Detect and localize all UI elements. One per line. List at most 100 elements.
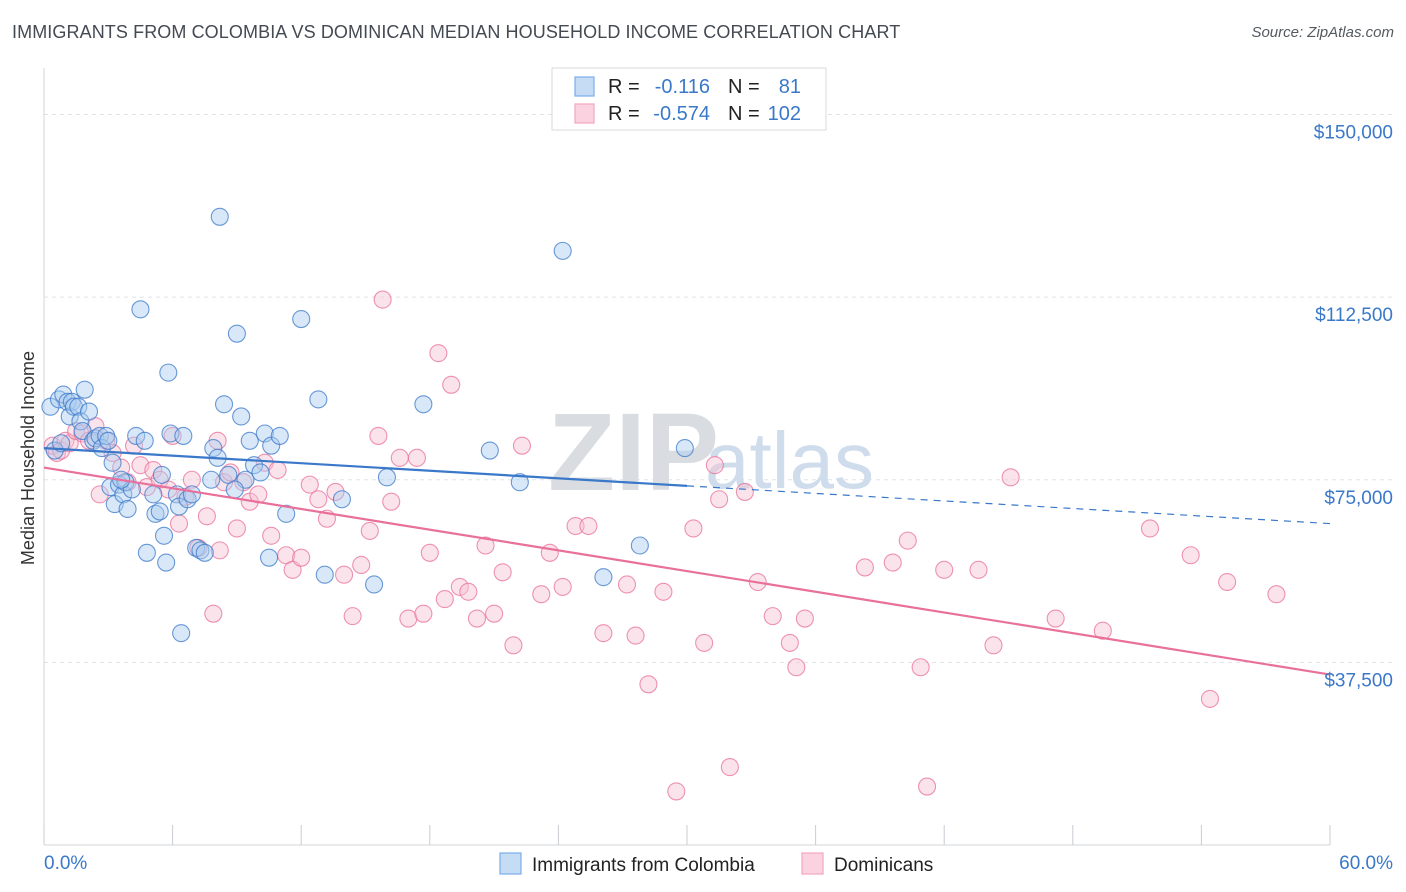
- legend-r-label-1: R =: [608, 76, 640, 98]
- point-colombia: [157, 553, 176, 572]
- point-dominican: [667, 782, 686, 801]
- legend-n-value-2: 102: [768, 103, 801, 125]
- point-colombia: [159, 363, 178, 382]
- point-colombia: [675, 439, 694, 458]
- bottom-legend-swatch-colombia: [499, 852, 522, 875]
- point-dominican: [360, 521, 379, 540]
- point-colombia: [270, 426, 289, 445]
- point-dominican: [1200, 689, 1220, 708]
- point-dominican: [532, 585, 551, 604]
- point-dominican: [373, 290, 392, 309]
- point-dominican: [335, 565, 354, 584]
- point-dominican: [639, 675, 658, 694]
- y-tick-label: $75,000: [1324, 488, 1393, 509]
- point-dominican: [787, 658, 806, 677]
- point-colombia: [137, 543, 156, 562]
- y-tick-label: $37,500: [1324, 670, 1393, 691]
- point-colombia: [510, 473, 529, 492]
- point-dominican: [911, 658, 930, 677]
- point-dominican: [407, 448, 426, 467]
- chart-title: IMMIGRANTS FROM COLOMBIA VS DOMINICAN ME…: [12, 22, 901, 42]
- point-dominican: [382, 492, 401, 511]
- point-colombia: [232, 407, 251, 426]
- point-dominican: [227, 519, 246, 538]
- point-dominican: [617, 575, 637, 594]
- point-dominican: [399, 609, 418, 628]
- point-colombia: [277, 504, 296, 523]
- trend-line-dominican: [43, 466, 1331, 676]
- point-dominican: [710, 490, 729, 509]
- point-colombia: [154, 526, 174, 545]
- point-dominican: [553, 577, 572, 596]
- legend-r-value-1: -0.116: [655, 76, 710, 98]
- point-colombia: [118, 499, 137, 519]
- point-dominican: [1140, 519, 1160, 538]
- point-dominican: [1001, 468, 1020, 487]
- bottom-legend-label-dominican: Dominicans: [834, 855, 933, 876]
- point-colombia: [99, 431, 118, 450]
- point-colombia: [227, 324, 246, 343]
- point-dominican: [429, 344, 448, 363]
- watermark-zip: ZIP: [548, 391, 719, 514]
- y-tick-label: $112,500: [1315, 305, 1393, 326]
- point-dominican: [300, 475, 319, 494]
- point-colombia: [210, 207, 229, 226]
- legend-swatch-colombia: [574, 76, 595, 97]
- point-colombia: [131, 300, 150, 319]
- point-colombia: [480, 441, 499, 460]
- bottom-legend-swatch-dominican: [801, 852, 824, 875]
- grid-lines: [44, 114, 1396, 663]
- point-colombia: [79, 402, 99, 421]
- point-dominican: [442, 375, 461, 394]
- point-colombia: [135, 431, 154, 450]
- point-dominican: [898, 531, 917, 550]
- legend-n-value-1: 81: [779, 76, 801, 98]
- legend-n-label-1: N =: [728, 76, 760, 98]
- point-colombia: [174, 426, 193, 445]
- legend-box: [551, 67, 827, 131]
- y-tick-label: $150,000: [1314, 123, 1393, 144]
- point-dominican: [735, 482, 754, 501]
- point-dominican: [309, 490, 328, 509]
- point-dominican: [654, 582, 673, 601]
- point-colombia: [45, 441, 64, 460]
- point-colombia: [52, 434, 71, 453]
- point-dominican: [795, 609, 814, 628]
- point-colombia: [204, 439, 223, 458]
- point-colombia: [127, 426, 146, 445]
- point-colombia: [69, 397, 88, 416]
- point-dominican: [1218, 572, 1237, 592]
- watermark-atlas: atlas: [705, 416, 874, 505]
- point-colombia: [172, 624, 191, 643]
- point-dominican: [326, 482, 345, 501]
- point-dominican: [343, 607, 362, 626]
- point-dominican: [918, 777, 937, 796]
- point-dominican: [182, 470, 201, 489]
- point-dominican: [684, 519, 703, 538]
- point-dominican: [493, 563, 512, 582]
- y-tick-labels: $37,500 $75,000 $112,500 $150,000: [1314, 123, 1393, 692]
- point-dominican: [626, 626, 645, 645]
- point-dominican: [1181, 546, 1200, 565]
- point-dominican: [390, 448, 409, 467]
- legend-swatch-dominican: [574, 103, 595, 124]
- point-colombia: [225, 480, 244, 499]
- point-dominican: [1046, 609, 1065, 628]
- point-colombia: [182, 485, 201, 504]
- point-colombia: [414, 395, 433, 414]
- point-dominican: [268, 460, 287, 480]
- x-tick-labels: 0.0% 60.0%: [44, 853, 1393, 874]
- point-colombia: [214, 395, 234, 414]
- point-colombia: [315, 565, 334, 584]
- point-colombia: [202, 470, 221, 489]
- point-dominican: [1267, 585, 1286, 604]
- x-tick-label: 0.0%: [44, 853, 87, 874]
- point-dominican: [504, 636, 523, 655]
- point-dominican: [969, 560, 988, 579]
- point-dominican: [579, 516, 598, 536]
- trend-line-colombia-extension: [686, 485, 1331, 525]
- point-colombia: [377, 468, 396, 487]
- point-colombia: [103, 453, 122, 472]
- point-colombia: [365, 575, 384, 594]
